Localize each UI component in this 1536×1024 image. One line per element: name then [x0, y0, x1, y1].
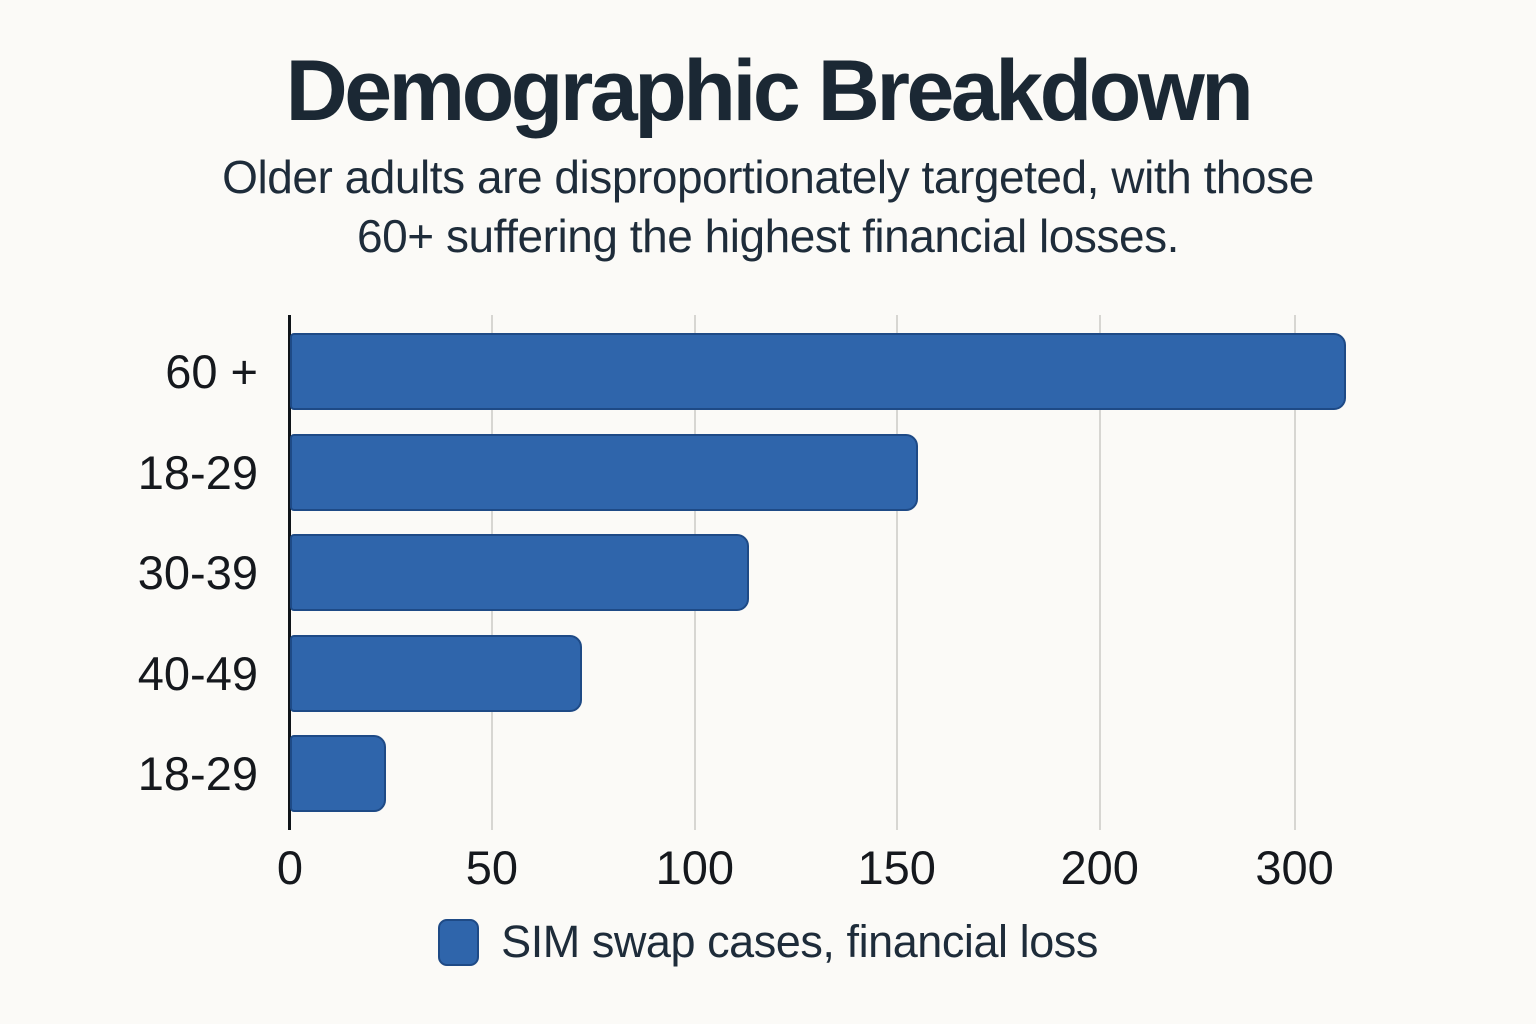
x-tick-label-200: 200 — [1060, 841, 1139, 894]
chart-subtitle-line-1: Older adults are disproportionately targ… — [222, 151, 1314, 203]
bar-row — [290, 333, 1346, 410]
gridline-200 — [1098, 315, 1101, 830]
legend-swatch-icon — [438, 918, 480, 966]
gridline-150 — [895, 315, 898, 830]
category-axis-labels: 60 + 18-29 30-39 40-49 18-29 — [30, 315, 258, 830]
bar-row — [290, 433, 918, 511]
bar-row — [290, 634, 583, 712]
x-tick-label-150: 150 — [857, 841, 936, 894]
y-axis-line — [288, 315, 291, 830]
x-tick-label-300: 300 — [1255, 841, 1334, 894]
chart-title: Demographic Breakdown — [285, 43, 1254, 139]
category-label: 18-29 — [137, 445, 258, 499]
bar-row — [290, 735, 387, 812]
x-tick-label-50: 50 — [465, 841, 518, 894]
category-label: 30-39 — [137, 546, 258, 599]
chart-subtitle: Older adults are disproportionately targ… — [0, 148, 1536, 266]
category-label: 18-29 — [137, 747, 258, 800]
gridline-300 — [1293, 315, 1296, 830]
bar-chart-plot-area — [288, 315, 1450, 830]
chart-subtitle-line-2: 60+ suffering the highest financial loss… — [357, 210, 1179, 262]
x-tick-label-100: 100 — [655, 841, 735, 894]
x-tick-label-0: 0 — [276, 841, 304, 894]
legend-label: SIM swap cases, financial loss — [501, 916, 1098, 967]
x-axis-tick-labels: 0 50 100 150 200 300 — [277, 840, 1450, 896]
category-label: 60 + — [165, 345, 258, 398]
category-label: 40-49 — [137, 646, 258, 700]
legend: SIM swap cases, financial loss — [0, 916, 1536, 968]
bar-row — [290, 534, 750, 611]
